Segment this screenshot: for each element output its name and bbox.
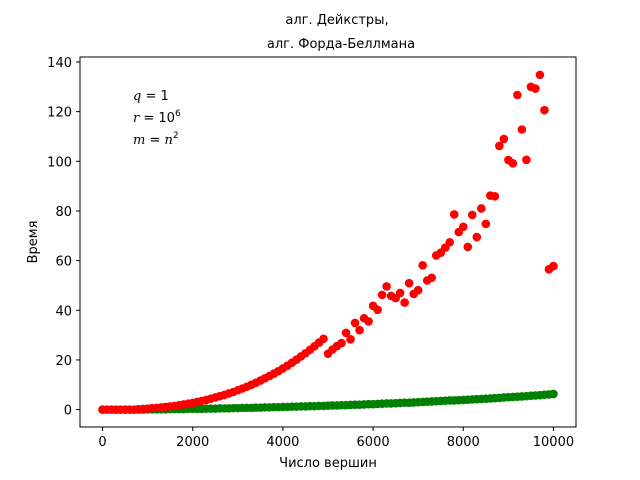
annotation-q: q = 1 [133,89,169,104]
annotation-r: r = 106 [133,109,181,126]
series-2-points [98,70,558,414]
annotation-m-rhs: n [165,133,173,148]
series-2-point [472,232,482,242]
series-2-point [499,134,509,144]
chart-title-line-1: алг. Дейкстры, [285,13,388,28]
series-1-point [549,389,558,399]
series-2-point [400,298,409,307]
series-2-point [395,288,405,298]
chart-title-line-2: алг. Форда-Беллмана [267,37,415,52]
x-tick-label: 10000 [533,435,574,450]
x-tick-label: 2000 [176,435,209,450]
series-2-point [517,125,527,134]
annotation-r-rhs: 10 [158,111,175,126]
annotation-q-rhs: 1 [161,89,169,104]
series-2-point [531,84,540,93]
series-2-point [413,285,423,295]
series-2-point [477,204,486,213]
x-tick-label: 8000 [447,435,480,450]
series-2-point [341,328,351,338]
series-2-point [463,242,473,252]
y-tick-label: 100 [47,155,72,170]
series-2-point [535,70,545,80]
series-2-point [319,334,328,344]
annotation-r-exponent: 6 [175,109,181,119]
series-2-point [445,237,455,247]
series-2-point [350,318,360,328]
annotation-m: m = n2 [133,131,179,148]
series-2-point [355,325,364,335]
series-2-point [458,222,468,232]
series-2-point [427,273,437,283]
series-2-point [508,158,518,168]
y-tick-label: 0 [64,404,72,419]
series-2-point [467,210,477,220]
series-2-point [337,338,346,348]
y-axis-label: Время [26,221,41,264]
y-tick-label: 120 [47,106,72,121]
series-2-point [495,141,504,151]
series-2-point [382,282,391,291]
series-2-point [364,317,373,326]
x-axis-ticks: 0 2000 4000 6000 8000 10000 [98,427,574,450]
data-points-layer [98,70,558,414]
y-tick-label: 140 [47,56,72,71]
series-2-point [449,210,459,219]
series-2-point [377,290,387,300]
series-2-point [540,105,549,115]
y-tick-label: 20 [55,354,72,369]
series-2-point [418,261,427,270]
plot-area-frame [79,56,577,428]
series-2-point [481,219,491,229]
annotation-r-lhs: r [133,111,140,126]
annotation-m-exponent: 2 [173,131,179,141]
annotation-m-lhs: m [133,133,145,148]
series-2-point [373,305,382,315]
y-tick-label: 60 [55,255,72,270]
series-2-point [513,90,522,100]
y-tick-label: 40 [55,304,72,319]
x-tick-label: 6000 [357,435,390,450]
series-2-point [346,335,355,344]
y-tick-label: 80 [55,205,72,220]
series-2-point [404,278,414,288]
y-axis-ticks: 0 20 40 60 80 100 120 140 [47,56,80,419]
x-tick-label: 0 [98,435,106,450]
annotation-block: q = 1 r = 106 m = n2 [133,89,181,148]
series-2-point [490,192,500,201]
series-2-point [522,155,531,165]
annotation-q-lhs: q [133,89,141,104]
series-2-point [549,261,558,271]
x-axis-label: Число вершин [279,456,377,471]
x-tick-label: 4000 [266,435,299,450]
